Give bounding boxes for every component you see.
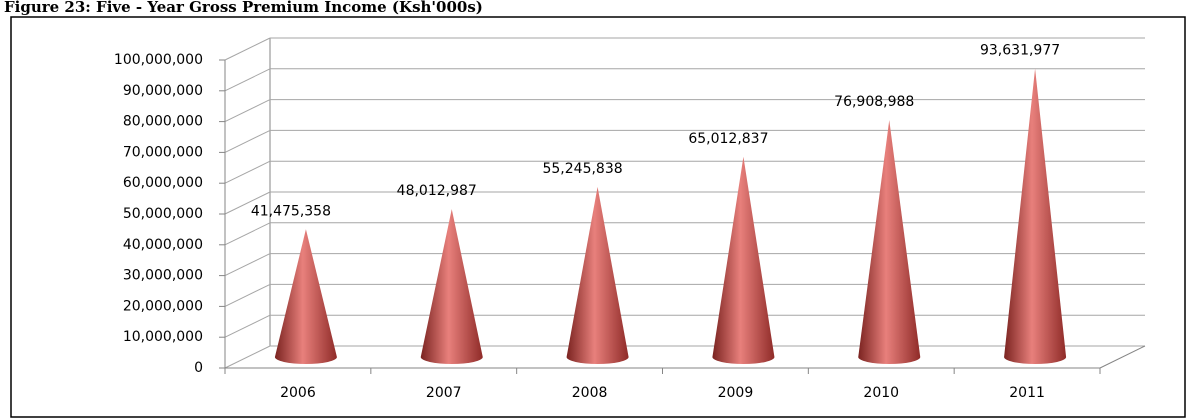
x-tick-label: 2006 — [280, 385, 316, 401]
y-tick-label: 0 — [194, 360, 203, 376]
cone — [858, 120, 921, 365]
grid-line — [224, 68, 271, 92]
x-tick-label: 2011 — [1009, 385, 1045, 401]
grid-line — [224, 314, 271, 338]
x-tick-label: 2008 — [572, 385, 608, 401]
grid-line — [224, 222, 271, 246]
grid-line — [224, 160, 271, 184]
y-tick-label: 20,000,000 — [123, 298, 203, 314]
grid-line — [224, 37, 271, 61]
y-tick-label: 30,000,000 — [123, 268, 203, 284]
x-tick-label: 2010 — [863, 385, 899, 401]
y-tick-label: 80,000,000 — [123, 114, 203, 130]
x-tick-label: 2009 — [718, 385, 754, 401]
y-tick-label: 100,000,000 — [114, 52, 203, 68]
grid-line — [224, 253, 271, 277]
grid-line — [224, 345, 271, 369]
value-label: 65,012,837 — [688, 131, 768, 147]
cone — [712, 156, 775, 365]
y-tick-label: 10,000,000 — [123, 329, 203, 345]
y-tick-label: 60,000,000 — [123, 175, 203, 191]
grid-line — [224, 191, 271, 215]
y-tick-label: 70,000,000 — [123, 144, 203, 160]
y-tick-label: 50,000,000 — [123, 206, 203, 222]
grid-line — [224, 129, 271, 153]
y-tick-label: 40,000,000 — [123, 237, 203, 253]
floor-edge — [1099, 345, 1146, 369]
cone — [1004, 68, 1067, 364]
value-label: 41,475,358 — [251, 203, 331, 219]
cone — [420, 209, 483, 365]
y-tick-label: 90,000,000 — [123, 83, 203, 99]
value-label: 55,245,838 — [542, 161, 622, 177]
chart-frame — [10, 16, 1186, 418]
grid-line — [224, 99, 271, 123]
value-label: 76,908,988 — [834, 94, 914, 110]
cone — [566, 186, 629, 365]
cone — [274, 229, 337, 365]
grid-line — [224, 283, 271, 307]
chart-title: Figure 23: Five - Year Gross Premium Inc… — [4, 0, 483, 16]
value-label: 93,631,977 — [980, 43, 1060, 59]
value-label: 48,012,987 — [397, 183, 477, 199]
x-tick-label: 2007 — [426, 385, 462, 401]
